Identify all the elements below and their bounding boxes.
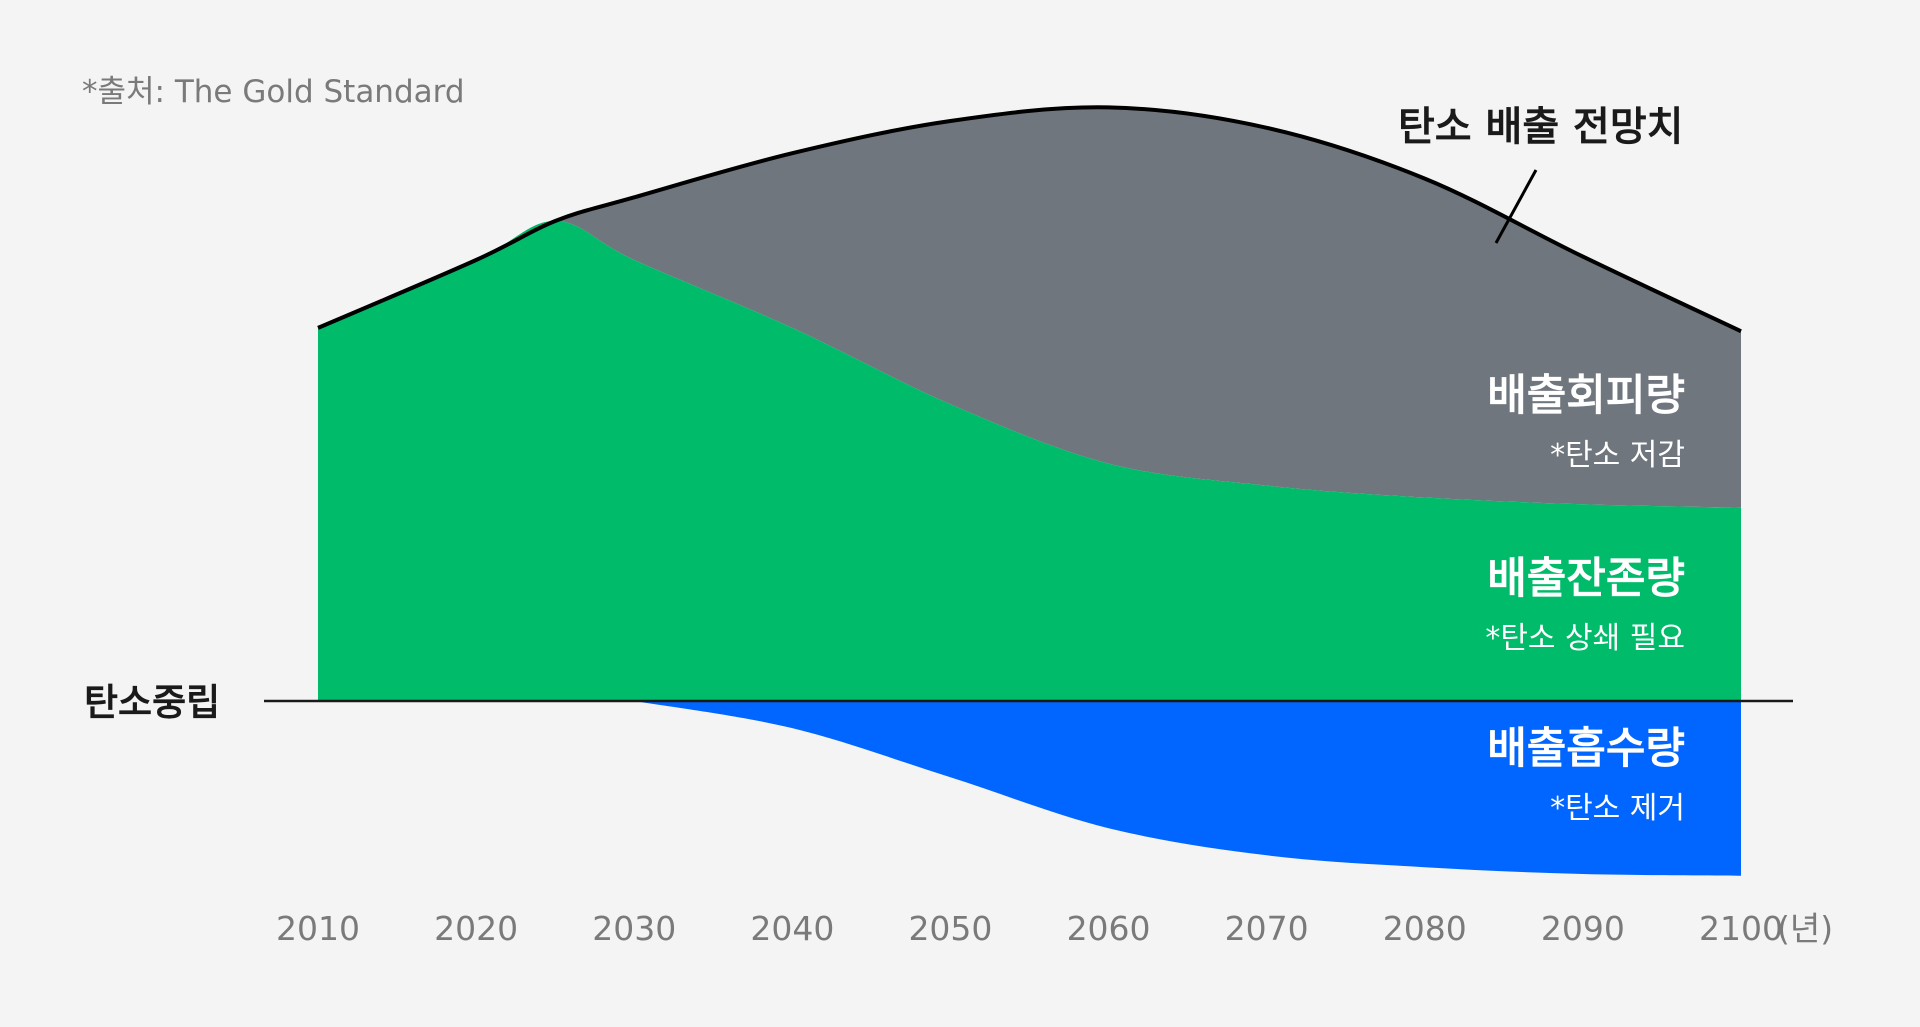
area-avoided [318,107,1741,508]
net-zero-label: 탄소중립 [84,681,220,724]
x-tick-label: 2090 [1541,909,1625,948]
forecast-line [317,105,1742,334]
x-tick-label: 2050 [908,909,992,948]
areas-layer [318,107,1742,876]
x-tick-label: 2040 [750,909,834,948]
x-tick-label: 2020 [434,909,518,948]
area-removal [634,701,1742,876]
lines-layer [264,105,1793,703]
avoided-area-subtitle: *탄소 저감 [1550,438,1685,473]
x-tick-label: 2060 [1067,909,1151,948]
x-axis-ticks: 2010 2020 2030 2040 2050 2060 2070 2080 2090 2100 [276,909,1783,948]
x-tick-label: 2080 [1383,909,1467,948]
area-residual [318,221,1741,701]
forecast-callout-line [1494,169,1538,244]
removal-area-subtitle: *탄소 제거 [1550,791,1685,826]
x-axis-unit: (년) [1777,909,1833,948]
x-tick-label: 2010 [276,909,360,948]
avoided-area-label: 배출회피량 [1487,371,1685,421]
residual-area-subtitle: *탄소 상쇄 필요 [1485,621,1685,656]
forecast-line-label: 탄소 배출 전망치 [1398,104,1683,150]
source-note: *출처: The Gold Standard [82,74,465,110]
x-tick-label: 2100 [1699,909,1783,948]
residual-area-label: 배출잔존량 [1487,554,1685,604]
x-tick-label: 2030 [592,909,676,948]
removal-area-label: 배출흡수량 [1487,724,1685,774]
x-tick-label: 2070 [1225,909,1309,948]
